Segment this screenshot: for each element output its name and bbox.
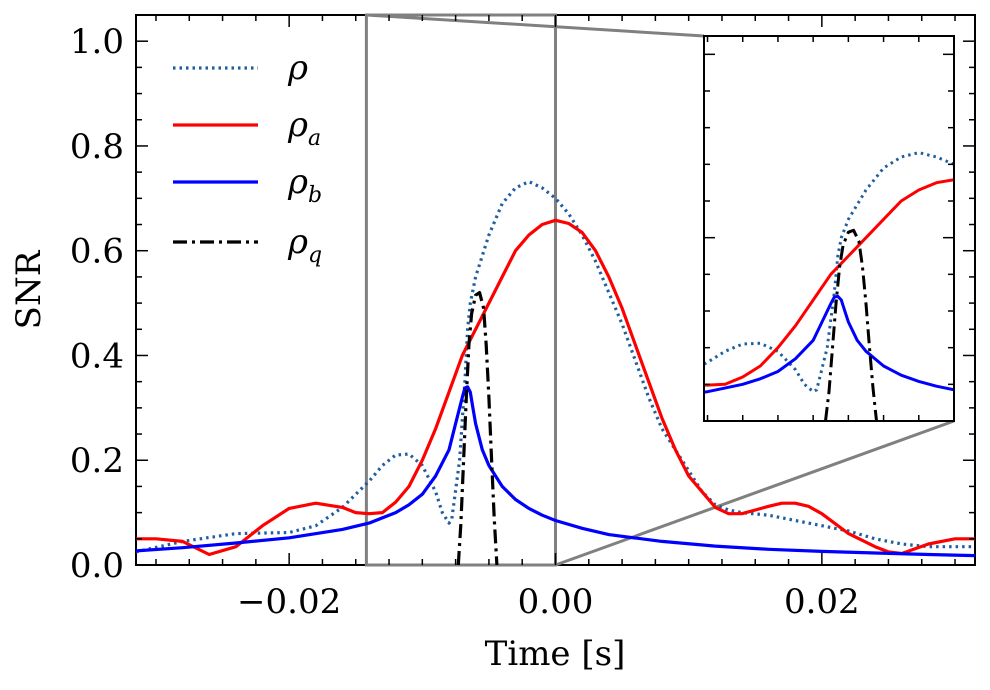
x-tick-label: 0.00 bbox=[518, 582, 594, 622]
y-tick-label: 0.4 bbox=[70, 336, 124, 376]
legend-label-q: ρq bbox=[287, 222, 322, 268]
y-tick-label: 0.2 bbox=[70, 441, 124, 481]
legend-label-b: ρb bbox=[287, 162, 322, 208]
zoom-connector-bottom bbox=[554, 419, 955, 567]
inset-series-line-b bbox=[704, 294, 954, 394]
series-line-a bbox=[136, 218, 975, 557]
inset-series-line-rho bbox=[704, 151, 954, 394]
series-line-b bbox=[136, 385, 975, 558]
legend: ρ ρa ρb ρq bbox=[173, 48, 322, 268]
legend-label-a: ρa bbox=[287, 105, 321, 151]
x-axis-label: Time [s] bbox=[485, 634, 626, 674]
inset-zoom-plot bbox=[703, 35, 955, 422]
y-tick-label: 1.0 bbox=[70, 22, 124, 62]
inset-frame bbox=[703, 35, 955, 422]
y-axis-label: SNR bbox=[9, 249, 49, 329]
x-tick-label: −0.02 bbox=[237, 582, 341, 622]
y-tick-label: 0.6 bbox=[70, 232, 124, 272]
zoom-connector-top bbox=[366, 13, 705, 38]
inset-series-line-q bbox=[824, 228, 878, 421]
y-tick-label: 0.8 bbox=[70, 127, 124, 167]
legend-label-rho: ρ bbox=[287, 48, 308, 88]
y-tick-label: 0.0 bbox=[70, 546, 124, 586]
series-line-q bbox=[456, 291, 499, 565]
inset-background bbox=[704, 36, 954, 421]
zoom-region-box bbox=[364, 13, 557, 567]
x-tick-label: 0.02 bbox=[784, 582, 860, 622]
